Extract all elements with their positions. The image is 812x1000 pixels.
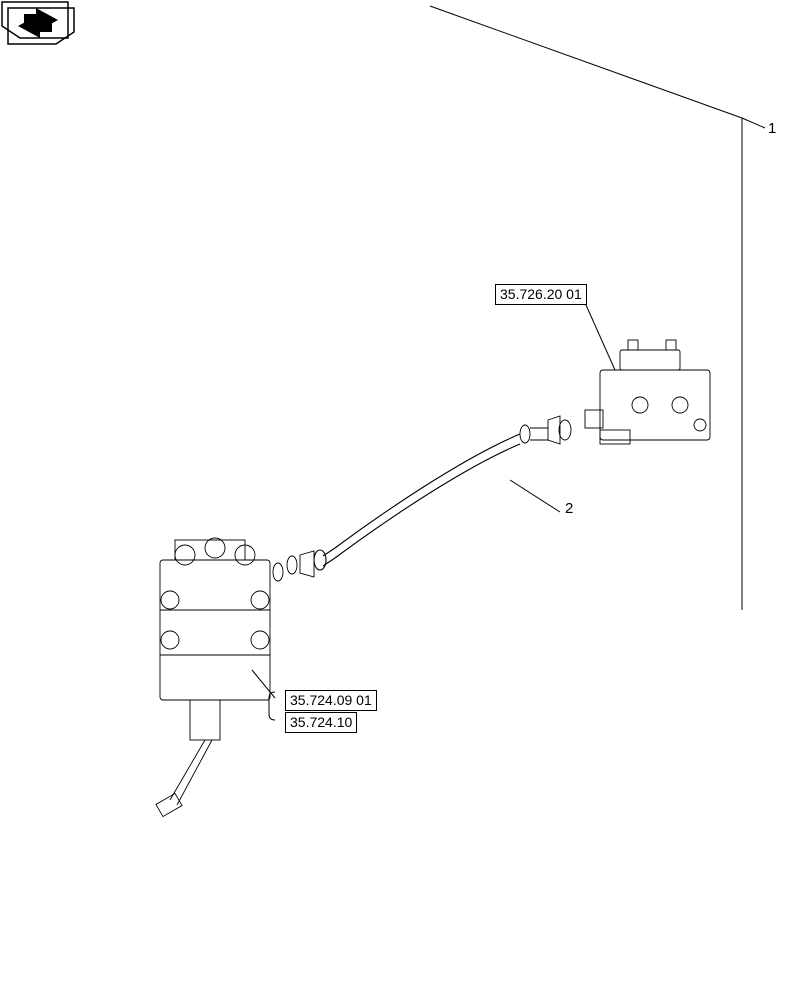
- ref-box-35-726-20-01: 35.726.20 01: [495, 284, 587, 305]
- ref-box-35-724-10: 35.724.10: [285, 712, 357, 733]
- leader-1: [742, 118, 765, 128]
- leader-ref-top: [582, 296, 615, 370]
- page-icon-bottom-right: [0, 0, 70, 40]
- diagram-canvas: [0, 0, 812, 1000]
- callout-2: 2: [565, 500, 573, 517]
- part-lower-valve: [156, 538, 270, 817]
- part-hose-fitting-left: [273, 551, 314, 581]
- leader-2: [510, 480, 560, 512]
- parts-lineart: [156, 340, 710, 817]
- callout-1: 1: [768, 120, 776, 137]
- content-frame: [430, 6, 742, 610]
- ref-box-35-724-09-01: 35.724.09 01: [285, 690, 377, 711]
- part-hose-fitting-right: [520, 416, 571, 444]
- part-hose: [314, 434, 520, 570]
- leader-ref-bottom: [252, 670, 275, 720]
- part-upper-valve: [585, 340, 710, 444]
